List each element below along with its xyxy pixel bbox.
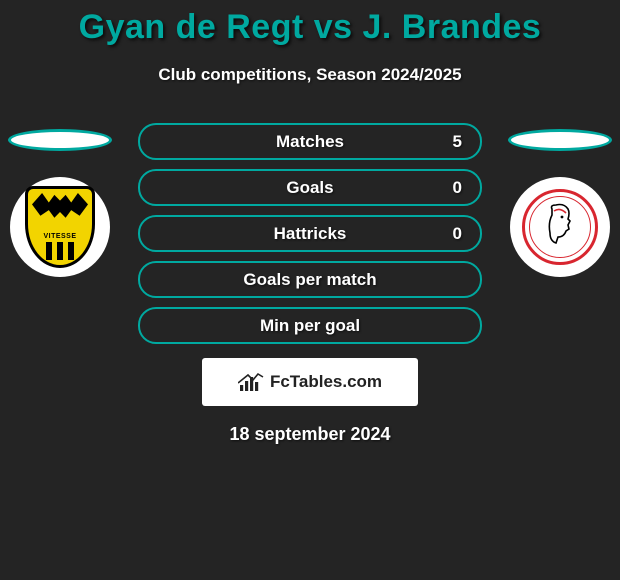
stat-value: 0 xyxy=(453,224,462,244)
right-player-oval xyxy=(508,129,612,151)
brand-text: FcTables.com xyxy=(270,372,382,392)
stat-row-goals: Goals 0 xyxy=(138,169,482,206)
stat-label: Matches xyxy=(276,132,344,152)
ajax-crest xyxy=(522,189,598,265)
vitesse-label: VITESSE xyxy=(43,233,76,240)
right-team-badge xyxy=(510,177,610,277)
vitesse-bars xyxy=(46,242,74,260)
chart-icon xyxy=(238,371,264,393)
page-title: Gyan de Regt vs J. Brandes xyxy=(0,0,620,47)
date-label: 18 september 2024 xyxy=(0,424,620,445)
left-player-zone: VITESSE xyxy=(0,123,120,277)
stat-row-hattricks: Hattricks 0 xyxy=(138,215,482,252)
brand-box[interactable]: FcTables.com xyxy=(202,358,418,406)
stat-row-matches: Matches 5 xyxy=(138,123,482,160)
vitesse-crest: VITESSE xyxy=(25,186,95,268)
stat-label: Goals per match xyxy=(243,270,376,290)
stat-label: Goals xyxy=(286,178,333,198)
stat-value: 5 xyxy=(453,132,462,152)
stat-value: 0 xyxy=(453,178,462,198)
right-player-zone xyxy=(500,123,620,277)
stats-list: Matches 5 Goals 0 Hattricks 0 Goals per … xyxy=(138,123,482,344)
stat-label: Hattricks xyxy=(274,224,347,244)
left-team-badge: VITESSE xyxy=(10,177,110,277)
left-player-oval xyxy=(8,129,112,151)
stat-row-min-per-goal: Min per goal xyxy=(138,307,482,344)
comparison-area: VITESSE Matches 5 Goals xyxy=(0,123,620,344)
eagle-icon xyxy=(32,193,88,231)
stat-row-goals-per-match: Goals per match xyxy=(138,261,482,298)
subtitle: Club competitions, Season 2024/2025 xyxy=(0,65,620,85)
ajax-head-icon xyxy=(540,203,580,251)
stat-label: Min per goal xyxy=(260,316,360,336)
